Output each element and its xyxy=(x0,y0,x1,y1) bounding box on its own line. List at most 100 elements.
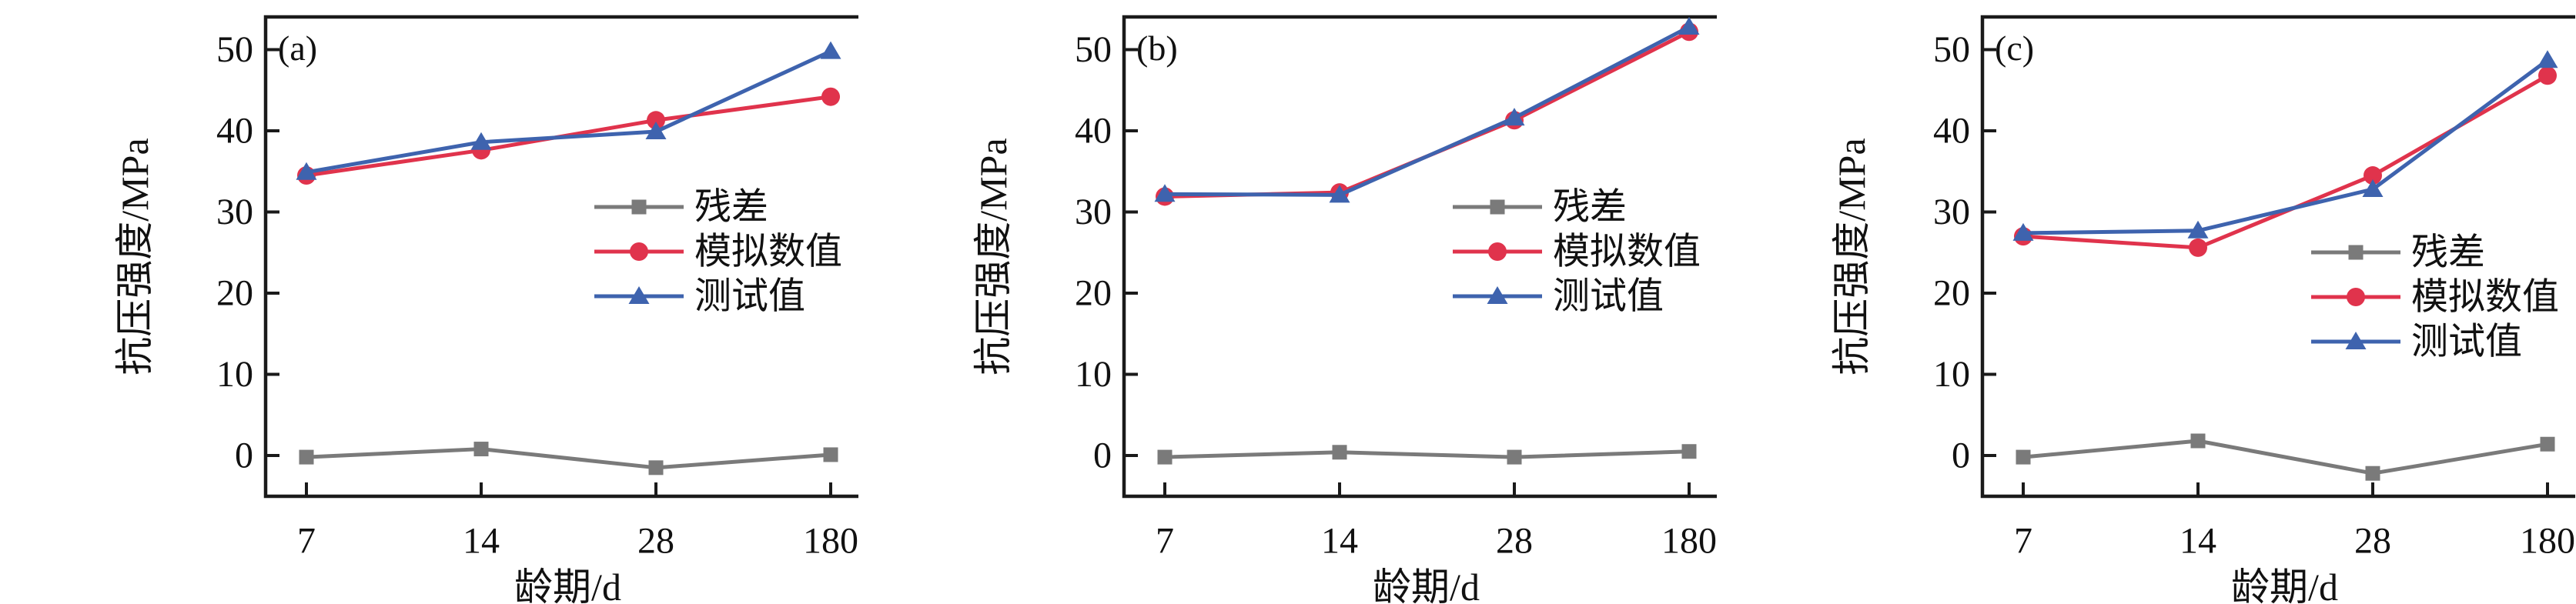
plot-frame xyxy=(263,15,858,499)
x-tick-label: 180 xyxy=(2520,521,2575,562)
residual-marker xyxy=(2190,433,2206,449)
test-marker xyxy=(820,41,841,59)
legend-label: 模拟数值 xyxy=(1553,232,1701,272)
chart-panel-b: 0 10 20 30 40 50 7 14 28 180 龄期/d 抗压强度/MPa (b) 残差 模拟数值… xyxy=(858,0,1717,604)
y-tick-label: 10 xyxy=(1933,354,1970,395)
residual-marker xyxy=(299,449,314,465)
legend-label: 残差 xyxy=(1553,187,1627,228)
y-tick-label: 40 xyxy=(1933,111,1970,152)
x-axis-title: 龄期/d xyxy=(1373,566,1480,604)
test-series-line xyxy=(1163,25,1691,197)
x-tick-label: 180 xyxy=(1661,521,1717,562)
test-series-line xyxy=(304,49,833,175)
chart-svg-a: 0 10 20 30 40 50 7 14 28 180 龄期/d 抗压强度/MPa (a) 残差模拟数值… xyxy=(113,15,858,604)
legend-swatch-square xyxy=(1490,199,1505,215)
legend-swatch-circle xyxy=(2347,288,2365,306)
simulated-marker xyxy=(2538,66,2557,85)
test-marker xyxy=(296,162,317,180)
y-tick-label: 50 xyxy=(216,29,253,70)
x-tick-label: 14 xyxy=(2180,521,2216,562)
y-tick-label: 50 xyxy=(1933,29,1970,70)
simulated-marker xyxy=(2364,166,2382,185)
simulated-series-line xyxy=(1163,29,1691,199)
y-tick-label: 30 xyxy=(216,192,253,232)
legend-label: 残差 xyxy=(2411,232,2485,273)
legend-label: 测试值 xyxy=(694,276,805,317)
plot-frame xyxy=(1980,15,2575,499)
legend-label: 测试值 xyxy=(1553,276,1664,317)
x-tick-label: 28 xyxy=(2354,521,2391,562)
test-marker xyxy=(645,122,667,140)
test-marker xyxy=(1154,184,1176,202)
y-axis-title: 抗压强度/MPa xyxy=(972,138,1015,375)
simulated-marker xyxy=(2189,238,2207,257)
legend-label: 测试值 xyxy=(2411,322,2522,362)
y-tick-label: 30 xyxy=(1075,192,1112,232)
y-tick-label: 40 xyxy=(216,111,253,152)
simulated-marker xyxy=(647,111,665,130)
y-tick-label: 50 xyxy=(1075,29,1112,70)
y-tick-label: 20 xyxy=(1075,273,1112,314)
residual-marker xyxy=(1681,444,1697,459)
residual-marker xyxy=(1332,445,1347,460)
legend-swatch-square xyxy=(631,199,647,215)
legend-swatch-triangle xyxy=(628,286,650,304)
test-marker xyxy=(470,132,492,150)
chart-panel-c: 0 10 20 30 40 50 7 14 28 180 龄期/d 抗压强度/MPa (c) 残差 模拟数值… xyxy=(1717,0,2575,604)
x-tick-label: 28 xyxy=(1496,521,1533,562)
chart-svg-b: 0 10 20 30 40 50 7 14 28 180 龄期/d 抗压强度/MPa (b) 残差模拟数值… xyxy=(972,15,1717,604)
x-axis-title: 龄期/d xyxy=(2231,566,2338,604)
legend-swatch-square xyxy=(2348,245,2364,260)
y-tick-label: 0 xyxy=(1093,435,1112,476)
simulated-series-line xyxy=(2021,73,2550,250)
x-tick-label: 7 xyxy=(297,521,316,562)
x-tick-label: 14 xyxy=(1321,521,1358,562)
test-marker xyxy=(2012,222,2034,241)
residual-series-line xyxy=(2021,439,2550,476)
test-marker xyxy=(2362,179,2384,197)
residual-marker xyxy=(2016,449,2031,465)
test-marker xyxy=(1678,16,1700,35)
residual-series-line xyxy=(304,447,833,470)
plot-frame xyxy=(1122,15,1717,499)
test-marker xyxy=(1504,108,1525,126)
y-axis-title: 抗压强度/MPa xyxy=(113,138,156,375)
y-tick-label: 10 xyxy=(216,354,253,395)
y-tick-label: 10 xyxy=(1075,354,1112,395)
y-tick-label: 20 xyxy=(216,273,253,314)
panel-letter: (a) xyxy=(278,28,317,68)
residual-marker xyxy=(473,442,489,457)
x-tick-label: 28 xyxy=(637,521,674,562)
legend-label: 模拟数值 xyxy=(694,232,842,272)
residual-marker xyxy=(823,447,838,462)
y-tick-label: 30 xyxy=(1933,192,1970,232)
residual-marker xyxy=(2540,436,2555,452)
x-tick-label: 180 xyxy=(803,521,858,562)
residual-series-line xyxy=(1163,449,1691,459)
chart-svg-c: 0 10 20 30 40 50 7 14 28 180 龄期/d 抗压强度/MPa (c) 残差模拟数值… xyxy=(1830,15,2575,604)
legend-swatch-circle xyxy=(630,242,648,261)
x-tick-label: 7 xyxy=(2014,521,2032,562)
legend-label: 残差 xyxy=(694,187,768,228)
y-tick-label: 20 xyxy=(1933,273,1970,314)
chart-panel-a: 0 10 20 30 40 50 7 14 28 180 龄期/d 抗压强度/MPa (a) 残差 模拟数值… xyxy=(0,0,858,604)
y-tick-label: 0 xyxy=(235,435,253,476)
test-series-line xyxy=(2021,58,2550,235)
x-tick-label: 14 xyxy=(463,521,500,562)
test-marker xyxy=(2537,50,2558,68)
legend-swatch-triangle xyxy=(1487,286,1508,304)
legend-label: 模拟数值 xyxy=(2411,277,2559,318)
panel-letter: (b) xyxy=(1136,28,1178,68)
residual-marker xyxy=(1157,449,1173,465)
simulated-marker xyxy=(821,87,840,106)
x-tick-label: 7 xyxy=(1156,521,1174,562)
residual-marker xyxy=(648,460,664,476)
y-tick-label: 40 xyxy=(1075,111,1112,152)
test-marker xyxy=(2187,220,2209,239)
y-tick-label: 0 xyxy=(1952,435,1970,476)
test-marker xyxy=(1329,185,1350,203)
x-axis-title: 龄期/d xyxy=(514,566,621,604)
panel-letter: (c) xyxy=(1995,28,2034,68)
y-axis-title: 抗压强度/MPa xyxy=(1830,138,1873,375)
